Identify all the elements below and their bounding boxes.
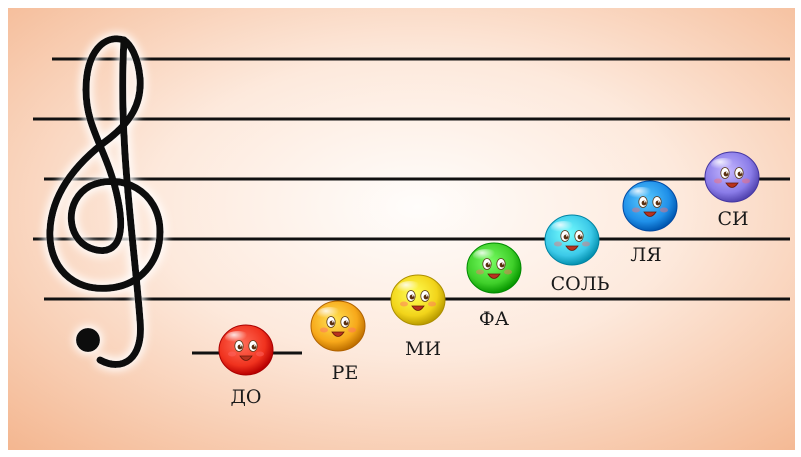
note-si: СИ [704,151,760,230]
note-label-fa: ФА [479,308,510,330]
note-la: ЛЯ [622,180,678,266]
smiley-note-icon [218,324,274,376]
note-label-do: ДО [230,386,261,408]
smiley-note-icon [544,214,600,266]
notes-layer: ДО РЕ МИ ФА СОЛЬ ЛЯ СИ [192,151,760,408]
smiley-note-icon [466,242,522,294]
smiley-note-icon [310,300,366,352]
note-label-re: РЕ [332,362,359,384]
note-fa: ФА [466,242,522,330]
smiley-note-icon [704,151,760,203]
note-label-la: ЛЯ [630,244,661,266]
treble-clef-icon [46,35,164,368]
note-label-mi: МИ [405,338,441,360]
smiley-note-icon [390,274,446,326]
note-re: РЕ [310,300,366,384]
note-do: ДО [192,324,302,408]
note-label-sol: СОЛЬ [551,273,610,295]
note-sol: СОЛЬ [544,214,610,295]
note-label-si: СИ [717,208,748,230]
smiley-note-icon [622,180,678,232]
note-mi: МИ [390,274,446,360]
